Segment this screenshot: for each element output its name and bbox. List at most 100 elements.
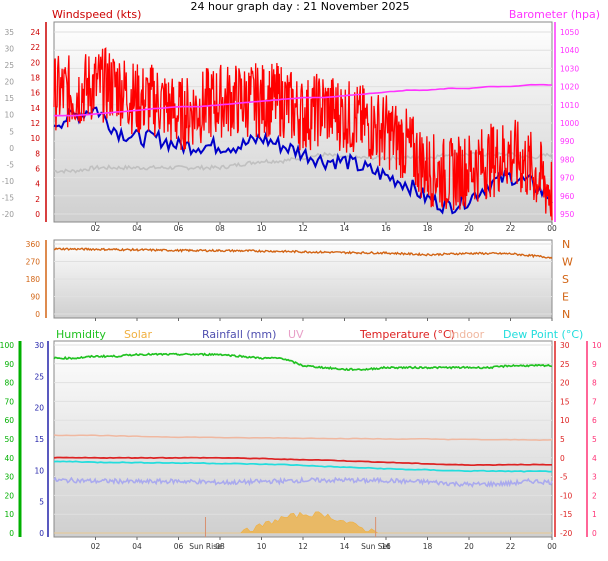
climate-axis-ticks: 1009080706050403020100302520151050302520… (0, 341, 602, 538)
temperature-tick: 0 (560, 454, 565, 463)
legend-temperature: Temperature (°C) (359, 328, 455, 341)
uv-tick: 5 (592, 435, 597, 444)
temperature-tick: 5 (560, 435, 565, 444)
direction-tick: 0 (35, 310, 40, 319)
wind-panel: Windspeed (kts) Barometer (hpa) 24222018… (2, 8, 600, 223)
windspeed-tick: 14 (30, 104, 40, 113)
uv-tick: 1 (592, 510, 597, 519)
grey-tick: -5 (7, 160, 15, 169)
rain-tick: 0 (39, 529, 44, 538)
rain-tick: 20 (34, 404, 44, 413)
x-tick-top: 08 (215, 224, 225, 233)
barometer-tick: 1040 (560, 46, 579, 55)
x-tick-top: 22 (506, 224, 516, 233)
x-tick-bottom: 12 (298, 542, 308, 551)
x-tick-top: 06 (174, 224, 184, 233)
series-line-indoor (53, 434, 553, 441)
chart-title: 24 hour graph day : 21 November 2025 (190, 0, 409, 13)
legend-humidity: Humidity (56, 328, 106, 341)
uv-tick: 7 (592, 397, 597, 406)
windspeed-axis-label: Windspeed (kts) (52, 8, 141, 21)
windspeed-tick: 2 (35, 195, 40, 204)
series-line-extra (53, 476, 553, 489)
temperature-tick: 10 (560, 416, 570, 425)
rain-tick: 25 (34, 372, 44, 381)
windspeed-tick: 20 (30, 58, 40, 67)
humidity-tick: 10 (4, 510, 14, 519)
barometer-tick: 970 (560, 174, 575, 183)
x-axis-ticks: 02 02 04 04 06 06 08 08 10 10 12 12 14 14 16 16 18 18 20 20… (91, 222, 557, 551)
x-tick-top: 16 (381, 224, 391, 233)
x-tick-bottom: 04 (132, 542, 142, 551)
x-tick-bottom: 16 (381, 542, 391, 551)
grey-tick: -20 (2, 210, 14, 219)
humidity-tick: 70 (4, 397, 14, 406)
direction-tick: 360 (26, 240, 41, 249)
series-line-barometer (53, 83, 553, 117)
grey-tick: 25 (4, 61, 14, 70)
legend-solar: Solar (124, 328, 153, 341)
compass-tick: W (562, 256, 573, 269)
barometer-tick: 1010 (560, 101, 579, 110)
x-tick-bottom: 10 (257, 542, 267, 551)
legend-rainfall: Rainfall (mm) (202, 328, 276, 341)
direction-tick: 90 (30, 293, 40, 302)
x-tick-bottom: 22 (506, 542, 516, 551)
direction-tick: 270 (26, 258, 41, 267)
climate-panel: Humidity Solar Rainfall (mm) UV Temperature … (0, 222, 602, 551)
windspeed-tick: 12 (30, 119, 40, 128)
humidity-tick: 0 (9, 529, 14, 538)
direction-tick: 180 (26, 275, 41, 284)
x-tick-bottom: 18 (423, 542, 433, 551)
barometer-tick: 1030 (560, 64, 579, 73)
x-tick-top: 14 (340, 224, 350, 233)
x-tick-bottom: 06 (174, 542, 184, 551)
barometer-tick: 1050 (560, 28, 579, 37)
humidity-tick: 50 (4, 435, 14, 444)
x-tick-bottom: 08 (215, 542, 225, 551)
series-line-dewpoint (53, 460, 552, 473)
temperature-tick: 30 (560, 341, 570, 350)
compass-tick: S (562, 273, 569, 286)
uv-tick: 3 (592, 473, 597, 482)
grey-tick: -10 (2, 177, 14, 186)
temperature-tick: 20 (560, 379, 570, 388)
uv-tick: 4 (592, 454, 597, 463)
x-tick-bottom: 02 (91, 542, 101, 551)
barometer-tick: 1020 (560, 83, 579, 92)
windspeed-tick: 16 (30, 89, 40, 98)
uv-tick: 8 (592, 379, 597, 388)
temperature-tick: -10 (560, 491, 572, 500)
grey-tick: 0 (9, 144, 14, 153)
sun-marker-label: Sun Rise (189, 542, 222, 551)
series-line-temperature (53, 456, 552, 467)
wind-series (53, 47, 553, 221)
x-tick-top: 02 (91, 224, 101, 233)
uv-tick: 9 (592, 360, 597, 369)
direction-gridlines (54, 243, 552, 315)
rain-tick: 10 (34, 466, 44, 475)
humidity-tick: 100 (0, 341, 14, 350)
temperature-tick: -15 (560, 510, 572, 519)
grey-tick: 15 (4, 94, 14, 103)
rain-tick: 30 (34, 341, 44, 350)
rain-tick: 5 (39, 498, 44, 507)
uv-tick: 10 (592, 341, 602, 350)
temperature-tick: -20 (560, 529, 572, 538)
x-tick-top: 20 (464, 224, 474, 233)
windspeed-tick: 10 (30, 134, 40, 143)
humidity-tick: 90 (4, 360, 14, 369)
barometer-tick: 990 (560, 137, 575, 146)
x-tick-top: 12 (298, 224, 308, 233)
series-line-average (53, 106, 553, 215)
rain-tick: 15 (34, 435, 44, 444)
x-tick-bottom: 20 (464, 542, 474, 551)
series-area-solar (54, 511, 552, 534)
grey-tick: 30 (4, 45, 14, 54)
temperature-tick: 25 (560, 360, 570, 369)
compass-tick: N (562, 238, 570, 251)
series-line-direction (54, 247, 553, 259)
uv-tick: 6 (592, 416, 597, 425)
